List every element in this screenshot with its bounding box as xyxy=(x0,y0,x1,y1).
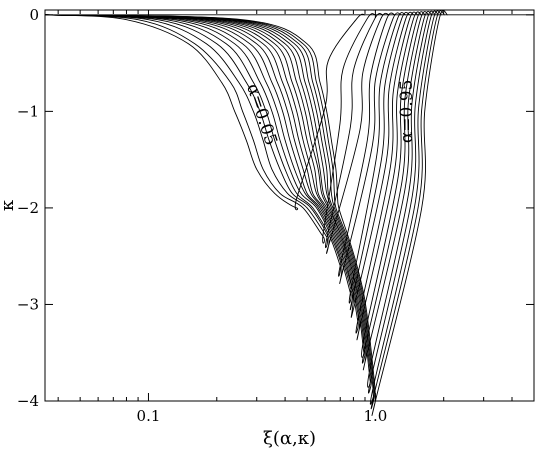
y-tick-label: −1 xyxy=(17,102,39,120)
x-tick-label: 1.0 xyxy=(363,407,387,425)
curve-alpha-0.05 xyxy=(44,13,366,211)
curve-alpha-0.15 xyxy=(44,13,384,249)
curve-alpha-0.55 xyxy=(44,11,423,341)
curve-alpha-0.75 xyxy=(44,10,436,388)
curve-alpha-0.4 xyxy=(44,11,411,311)
x-axis: 0.1 1.0 xyxy=(57,10,535,425)
y-tick-label: −3 xyxy=(17,295,39,313)
curve-alpha-0.3 xyxy=(44,12,402,284)
curve-family xyxy=(44,10,449,416)
curve-alpha-0.7 xyxy=(44,10,433,371)
y-axis: 0 −1 −2 −3 −4 xyxy=(17,6,534,410)
curve-alpha-0.35 xyxy=(44,12,406,304)
curve-alpha-0.25 xyxy=(44,12,396,277)
curve-alpha-0.45 xyxy=(44,11,415,318)
curve-alpha-0.85 xyxy=(44,10,443,405)
plot-frame xyxy=(44,9,535,402)
x-tick-label: 0.1 xyxy=(137,407,161,425)
curve-alpha-0.8 xyxy=(44,10,440,394)
y-axis-label: κ xyxy=(0,199,18,211)
curve-alpha-0.5 xyxy=(44,11,419,334)
curve-alpha-0.9 xyxy=(44,10,446,410)
y-tick-label: −4 xyxy=(17,392,39,410)
x-axis-label: ξ(α,κ) xyxy=(263,428,316,449)
y-tick-label: 0 xyxy=(29,6,39,24)
y-tick-label: −2 xyxy=(17,199,39,217)
annotation-alpha-low: α=0.05 xyxy=(242,81,281,148)
curve-alpha-0.6 xyxy=(44,11,426,358)
curve-alpha-0.95 xyxy=(44,10,449,416)
curve-alpha-0.1 xyxy=(44,13,376,244)
annotation-alpha-high: α=0.95 xyxy=(397,80,417,144)
curve-alpha-0.2 xyxy=(44,12,390,254)
